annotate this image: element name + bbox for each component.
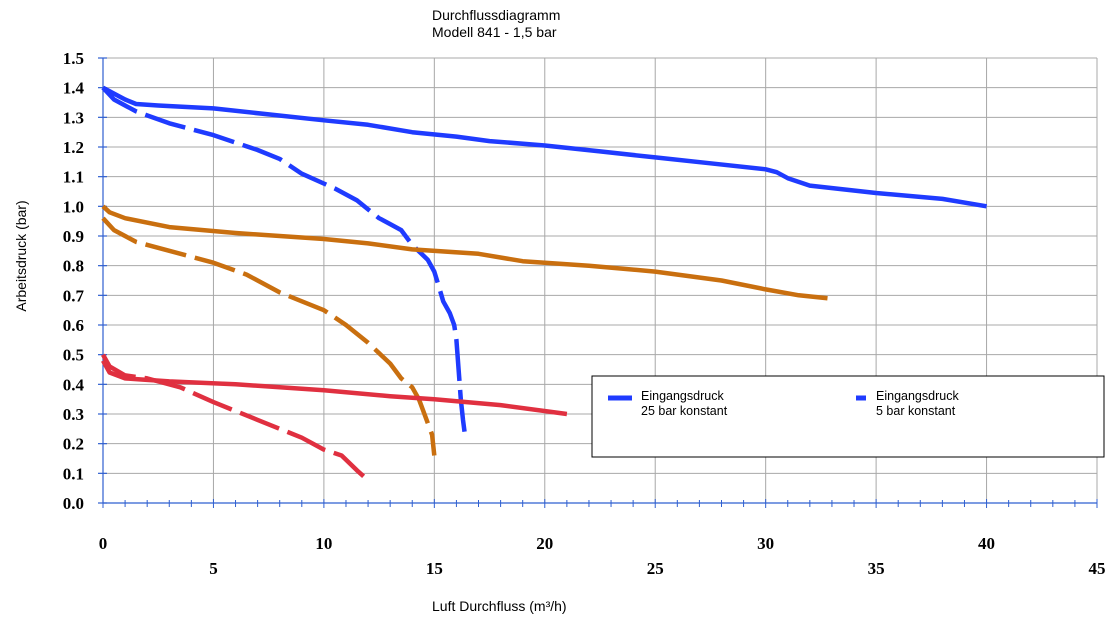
chart-title-line-2: Modell 841 - 1,5 bar [432,24,557,40]
series-line-solid [101,85,987,209]
y-tick-label: 0.0 [63,494,84,513]
series-line-dashed [101,353,366,478]
x-tick-label: 10 [315,534,332,553]
y-tick-label: 1.5 [63,49,84,68]
y-tick-label: 0.7 [63,286,85,305]
y-tick-label: 0.8 [63,257,84,276]
x-tick-label: 0 [99,534,108,553]
axes: 0.0 0.1 0.2 0.3 0.4 0.5 0.6 0.7 0.8 0.9 1.0 1.1 1.2 1… [63,49,1106,578]
y-tick-label: 0.6 [63,316,84,335]
x-axis-title: Luft Durchfluss (m³/h) [432,598,567,614]
x-tick-label: 20 [536,534,553,553]
x-tick-label: 15 [426,559,443,578]
legend-box [591,375,1105,458]
chart-title-line-1: Durchflussdiagramm [432,7,560,23]
legend-label-line-1: Eingangsdruck [876,389,959,403]
x-tick-label: 35 [868,559,885,578]
y-axis-title: Arbeitsdruck (bar) [13,200,29,311]
x-tick-label: 30 [757,534,774,553]
x-tick-label: 25 [647,559,664,578]
series-line-dashed [101,216,437,456]
legend-label-line-1: Eingangsdruck [641,389,724,403]
y-tick-label: 0.9 [63,227,84,246]
y-tick-label: 0.1 [63,464,84,483]
y-tick-label: 0.3 [63,405,84,424]
y-tick-label: 1.4 [63,79,85,98]
y-tick-label: 1.1 [63,168,84,187]
series-line-solid [101,359,568,417]
legend-label-line-2: 25 bar konstant [641,404,728,418]
y-tick-label: 0.5 [63,346,84,365]
y-tick-label: 1.2 [63,138,84,157]
y-tick-label: 1.0 [63,197,84,216]
x-tick-label: 5 [209,559,218,578]
series-line-dashed [101,86,468,438]
series-line-solid [101,204,828,301]
series-group [101,85,987,478]
legend-label-line-2: 5 bar konstant [876,404,956,418]
x-tick-label: 40 [978,534,995,553]
y-tick-label: 0.2 [63,435,84,454]
y-tick-label: 0.4 [63,375,85,394]
y-tick-label: 1.3 [63,108,84,127]
x-tick-label: 45 [1089,559,1106,578]
